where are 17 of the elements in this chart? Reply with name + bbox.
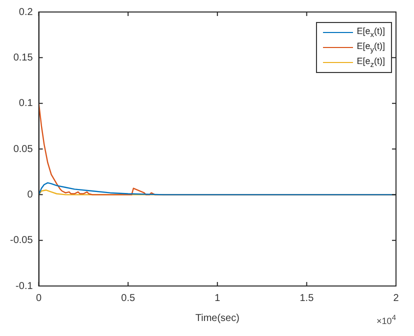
x-tick-label: 0 (36, 292, 42, 304)
y-tick-label: -0.05 (10, 235, 34, 246)
y-tick-label: 0.15 (13, 52, 34, 64)
y-tick-label: 0.2 (18, 6, 34, 18)
legend-label: E[e$_{x}$(t)] (356, 26, 385, 39)
x-tick-label: 2 (393, 292, 400, 304)
x-tick-label: 1 (214, 292, 221, 304)
x-tick-label: 1.5 (300, 292, 314, 304)
y-tick-label: 0.05 (13, 144, 34, 155)
legend-label: E[e$_{y}$(t)] (356, 41, 385, 54)
y-tick-label: 0 (27, 189, 34, 200)
x-axis-title: Time(sec) (195, 312, 240, 324)
text: ×10$^{4}$ (376, 313, 396, 326)
y-tick-label: -0.1 (16, 280, 34, 292)
y-tick-label: 0.1 (18, 98, 34, 110)
legend-label: E[e$_{z}$(t)] (356, 56, 385, 69)
x-tick-label: 0.5 (121, 292, 136, 304)
